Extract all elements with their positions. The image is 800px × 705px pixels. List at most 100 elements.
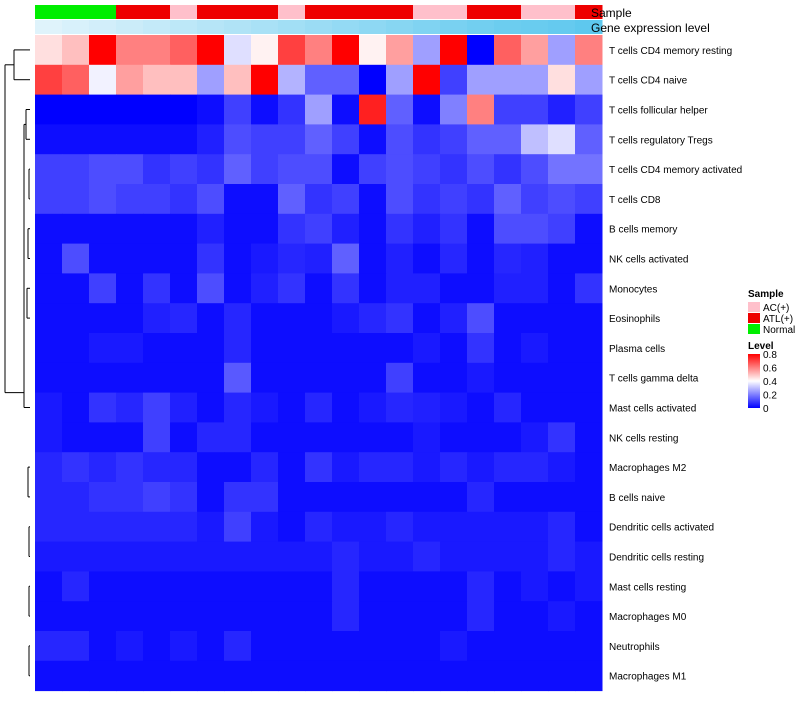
heatmap-cell [359,184,387,215]
gene-expression-cell [548,20,576,34]
heatmap-cell [224,94,252,125]
heatmap-cell [521,631,549,662]
heatmap-cell [521,660,549,692]
row-label: Macrophages M2 [609,463,687,474]
heatmap-cell [386,213,414,245]
heatmap-cell [197,392,225,423]
heatmap-cell [575,184,603,215]
heatmap-cell [386,124,414,155]
heatmap-cell [575,571,603,602]
heatmap-cell [170,124,198,155]
heatmap-cell [116,213,144,245]
heatmap-cell [575,213,603,245]
gene-expression-annotation-label: Gene expression level [591,21,710,35]
heatmap-cell [89,631,117,662]
heatmap-cell [170,154,198,185]
row-label: NK cells activated [609,255,688,266]
heatmap-cells [35,35,603,692]
heatmap-cell [278,452,306,483]
heatmap-cell [494,35,522,66]
heatmap-cell [440,124,468,155]
heatmap-cell [89,362,117,394]
heatmap-cell [278,511,306,543]
heatmap-cell [467,631,495,662]
heatmap-cell [116,422,144,453]
heatmap-cell [521,124,549,155]
heatmap-cell [278,213,306,245]
heatmap-cell [35,124,63,155]
heatmap-cell [521,362,549,394]
heatmap-cell [89,154,117,185]
heatmap-cell [521,94,549,125]
heatmap-cell [89,482,117,513]
heatmap-cell [197,35,225,66]
heatmap-cell [440,392,468,423]
heatmap-cell [35,541,63,572]
heatmap-cell [89,35,117,66]
heatmap-cell [116,541,144,572]
heatmap-cell [170,213,198,245]
heatmap-cell [494,362,522,394]
heatmap-cell [251,124,279,155]
heatmap-cell [575,392,603,423]
heatmap-cell [386,35,414,66]
gene-expression-cell [197,20,225,34]
heatmap-cell [143,482,171,513]
heatmap-cell [251,452,279,483]
heatmap-cell [278,422,306,453]
heatmap-cell [197,273,225,304]
heatmap-cell [116,482,144,513]
heatmap-cell [116,243,144,274]
heatmap-cell [143,362,171,394]
heatmap-cell [386,184,414,215]
heatmap-cell [440,631,468,662]
heatmap-cell [332,243,360,274]
heatmap-cell [143,213,171,245]
heatmap-cell [170,303,198,334]
heatmap-cell [575,303,603,334]
heatmap-cell [440,154,468,185]
heatmap-cell [35,184,63,215]
heatmap-cell [35,571,63,602]
heatmap-cell [359,541,387,572]
heatmap-cell [170,571,198,602]
heatmap-cell [548,273,576,304]
heatmap-cell [278,124,306,155]
heatmap-cell [251,541,279,572]
heatmap-cell [224,243,252,274]
heatmap-cell [62,362,90,394]
heatmap-cell [143,631,171,662]
heatmap-cell [467,64,495,96]
heatmap-cell [575,601,603,632]
heatmap-cell [197,601,225,632]
heatmap-cell [89,213,117,245]
heatmap-cell [494,64,522,96]
heatmap-cell [386,303,414,334]
level-legend-title: Level [748,341,774,352]
heatmap-cell [116,362,144,394]
heatmap-cell [143,511,171,543]
heatmap-cell [521,482,549,513]
heatmap-cell [575,660,603,692]
gene-expression-cell [89,20,117,34]
heatmap-cell [278,154,306,185]
sample-legend-swatch [748,324,760,334]
heatmap-cell [278,64,306,96]
heatmap-cell [143,64,171,96]
heatmap-cell [413,94,441,125]
heatmap-cell [143,303,171,334]
heatmap-cell [467,422,495,453]
heatmap-cell [521,392,549,423]
heatmap-cell [278,660,306,692]
row-label: Neutrophils [609,642,660,653]
heatmap-cell [143,660,171,692]
sample-annotation-cell [332,5,360,19]
level-tick-label: 0.2 [763,391,777,402]
heatmap-cell [413,362,441,394]
heatmap-cell [116,571,144,602]
heatmap-cell [386,273,414,304]
heatmap-cell [116,660,144,692]
gene-expression-cell [386,20,414,34]
heatmap-cell [467,482,495,513]
